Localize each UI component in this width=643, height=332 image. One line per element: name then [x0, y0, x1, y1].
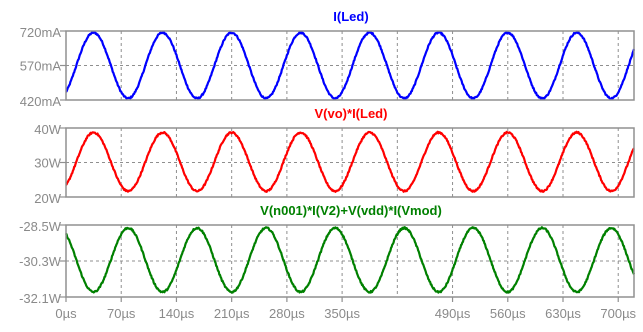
- y-tick-label: 30W: [34, 156, 61, 171]
- x-tick-label: 280µs: [269, 306, 305, 321]
- panel-1: 720mA 570mA 420mA I(Led): [20, 9, 636, 109]
- y-tick-label: -32.1W: [19, 291, 62, 306]
- x-tick-label: 210µs: [214, 306, 250, 321]
- trace-1: [65, 30, 636, 101]
- x-tick-label: 630µs: [545, 306, 581, 321]
- y-tick-label: 20W: [34, 191, 61, 206]
- panel-3: -28.5W -30.3W -32.1W V(n001)*I(V2)+V(vdd)*I…: [19, 203, 636, 306]
- y-tick-label: -28.5W: [19, 219, 62, 234]
- x-tick-label: 0µs: [55, 306, 77, 321]
- x-tick-label: 70µs: [107, 306, 136, 321]
- y-tick-label: 40W: [34, 122, 61, 137]
- panel-2: 40W 30W 20W V(vo)*I(Led): [34, 106, 635, 206]
- trace-2: [65, 130, 635, 193]
- y-tick-label: 570mA: [20, 59, 62, 74]
- panel-title: V(vo)*I(Led): [315, 106, 388, 121]
- x-tick-label: 140µs: [159, 306, 195, 321]
- x-tick-label: 490µs: [435, 306, 471, 321]
- x-tick-label: 560µs: [490, 306, 526, 321]
- panel-title: V(n001)*I(V2)+V(vdd)*I(Vmod): [260, 203, 442, 218]
- y-tick-label: -30.3W: [19, 254, 62, 269]
- x-tick-label: 700µs: [600, 306, 636, 321]
- x-tick-label: 350µs: [324, 306, 360, 321]
- y-tick-label: 420mA: [20, 94, 62, 109]
- panel-title: I(Led): [333, 9, 368, 24]
- trace-3: [65, 226, 636, 294]
- y-tick-label: 720mA: [20, 25, 62, 40]
